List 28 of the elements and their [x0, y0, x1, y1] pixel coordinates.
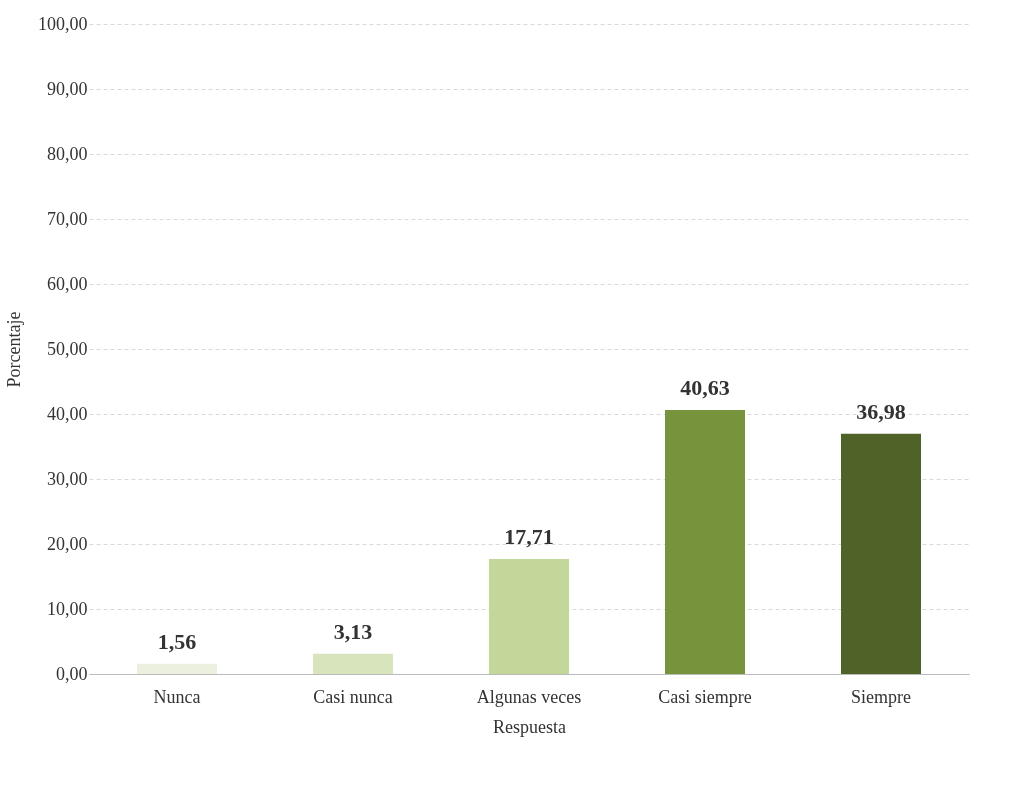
- y-tick-label: 70,00: [47, 208, 88, 229]
- data-label: 40,63: [680, 374, 730, 400]
- y-tick-label: 60,00: [47, 273, 88, 294]
- data-label: 36,98: [856, 398, 906, 424]
- data-label: 1,56: [157, 628, 197, 654]
- x-tick-label: Casi siempre: [658, 686, 752, 707]
- x-tick-label: Siempre: [851, 686, 911, 707]
- y-axis-title: Porcentaje: [4, 311, 24, 388]
- y-tick-label: 40,00: [47, 403, 88, 424]
- y-tick-label: 30,00: [47, 468, 88, 489]
- y-tick-label: 20,00: [47, 533, 88, 554]
- x-tick-label: Casi nunca: [313, 686, 393, 707]
- y-tick-label: 80,00: [47, 143, 88, 164]
- bar: [841, 433, 921, 674]
- y-tick-label: 90,00: [47, 78, 88, 99]
- x-tick-label: Nunca: [153, 686, 201, 707]
- y-tick-label: 0,00: [56, 663, 88, 684]
- bar: [313, 653, 393, 674]
- x-tick-label: Algunas veces: [476, 686, 582, 707]
- y-tick-label: 10,00: [47, 598, 88, 619]
- bar: [137, 663, 217, 674]
- y-tick-label: 50,00: [47, 338, 88, 359]
- data-label: 17,71: [504, 523, 554, 549]
- data-label: 3,13: [333, 618, 373, 644]
- y-tick-label: 100,00: [38, 13, 88, 34]
- bar: [665, 409, 745, 674]
- x-axis-title: Respuesta: [493, 716, 566, 737]
- bar: [489, 558, 569, 674]
